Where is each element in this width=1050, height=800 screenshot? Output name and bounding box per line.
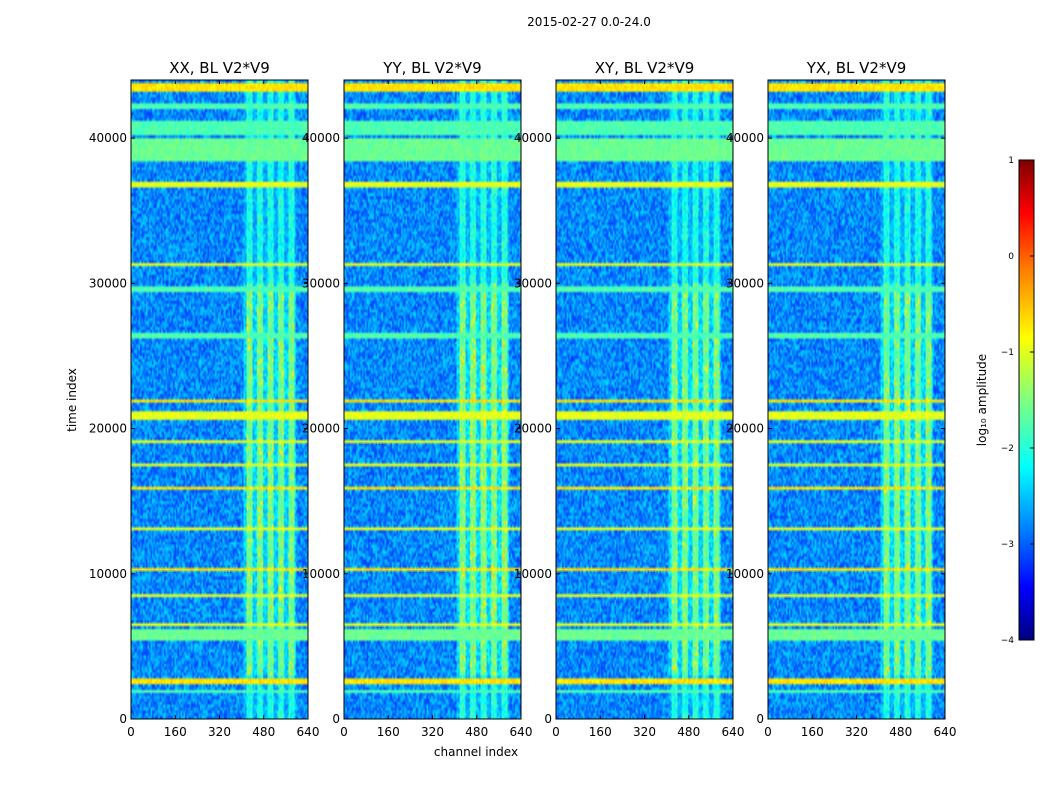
panel-title: YX, BL V2*V9 xyxy=(806,59,907,77)
colorbar: 1 0 −1 −2 −3 −4 log₁₀ amplitude xyxy=(975,156,1035,646)
x-tick-label: 0 xyxy=(764,725,772,739)
colorbar-tick-label: 1 xyxy=(1008,156,1014,166)
y-tick-label: 20000 xyxy=(89,422,127,436)
x-tick-label: 640 xyxy=(934,725,957,739)
x-tick-label: 320 xyxy=(845,725,868,739)
colorbar-tick-label: −3 xyxy=(1001,540,1014,550)
panel-image xyxy=(768,80,945,719)
colorbar-tick-label: −2 xyxy=(1001,444,1014,454)
panel-image xyxy=(131,80,308,719)
y-tick-label: 10000 xyxy=(514,567,552,581)
x-tick-label: 480 xyxy=(252,725,275,739)
x-tick-label: 480 xyxy=(677,725,700,739)
panel-4: YX, BL V2*V9 0 160 320 480 640 0 10000 20000 3000… xyxy=(726,59,957,739)
y-tick-label: 40000 xyxy=(726,131,764,145)
y-tick-label: 10000 xyxy=(302,567,340,581)
y-tick-label: 20000 xyxy=(726,422,764,436)
x-tick-label: 640 xyxy=(722,725,745,739)
colorbar-ticks: 1 0 −1 −2 −3 −4 xyxy=(1001,156,1034,646)
panels-group: XX, BL V2*V9 0 160 320 480 640 0 10000 20000 3000… xyxy=(89,59,957,739)
panel-3: XY, BL V2*V9 0 160 320 480 640 0 10000 20000 3000… xyxy=(514,59,745,739)
y-tick-label: 10000 xyxy=(89,567,127,581)
x-tick-label: 0 xyxy=(340,725,348,739)
panel-2: YY, BL V2*V9 0 160 320 480 640 0 10000 20000 3000… xyxy=(302,59,533,739)
y-tick-label: 30000 xyxy=(302,276,340,290)
y-tick-label: 0 xyxy=(119,712,127,726)
y-axis-label: time index xyxy=(65,368,79,432)
x-tick-label: 480 xyxy=(465,725,488,739)
x-tick-label: 160 xyxy=(589,725,612,739)
panel-image xyxy=(556,80,733,719)
x-tick-label: 160 xyxy=(164,725,187,739)
x-tick-label: 320 xyxy=(633,725,656,739)
x-tick-label: 640 xyxy=(510,725,533,739)
x-tick-label: 160 xyxy=(377,725,400,739)
y-tick-label: 10000 xyxy=(726,567,764,581)
figure-suptitle: 2015-02-27 0.0-24.0 xyxy=(527,15,651,29)
y-tick-label: 0 xyxy=(756,712,764,726)
y-tick-label: 30000 xyxy=(726,276,764,290)
colorbar-tick-label: −1 xyxy=(1001,348,1014,358)
y-tick-label: 0 xyxy=(544,712,552,726)
y-tick-label: 30000 xyxy=(89,276,127,290)
y-tick-label: 40000 xyxy=(514,131,552,145)
panel-title: XX, BL V2*V9 xyxy=(169,59,270,77)
colorbar-gradient xyxy=(1018,159,1035,641)
colorbar-tick-label: 0 xyxy=(1008,252,1014,262)
x-tick-label: 640 xyxy=(297,725,320,739)
x-tick-label: 0 xyxy=(552,725,560,739)
panel-title: YY, BL V2*V9 xyxy=(382,59,481,77)
y-tick-label: 30000 xyxy=(514,276,552,290)
panel-image xyxy=(344,80,521,719)
y-tick-label: 20000 xyxy=(514,422,552,436)
x-tick-label: 0 xyxy=(127,725,135,739)
x-tick-label: 320 xyxy=(421,725,444,739)
panel-1: XX, BL V2*V9 0 160 320 480 640 0 10000 20000 3000… xyxy=(89,59,320,739)
y-tick-label: 0 xyxy=(332,712,340,726)
y-tick-label: 20000 xyxy=(302,422,340,436)
x-axis-label: channel index xyxy=(434,745,518,759)
colorbar-label: log₁₀ amplitude xyxy=(975,354,989,446)
x-tick-label: 160 xyxy=(801,725,824,739)
x-tick-label: 480 xyxy=(889,725,912,739)
y-tick-label: 40000 xyxy=(302,131,340,145)
colorbar-tick-label: −4 xyxy=(1001,636,1015,646)
x-tick-label: 320 xyxy=(208,725,231,739)
panel-title: XY, BL V2*V9 xyxy=(595,59,695,77)
y-tick-label: 40000 xyxy=(89,131,127,145)
